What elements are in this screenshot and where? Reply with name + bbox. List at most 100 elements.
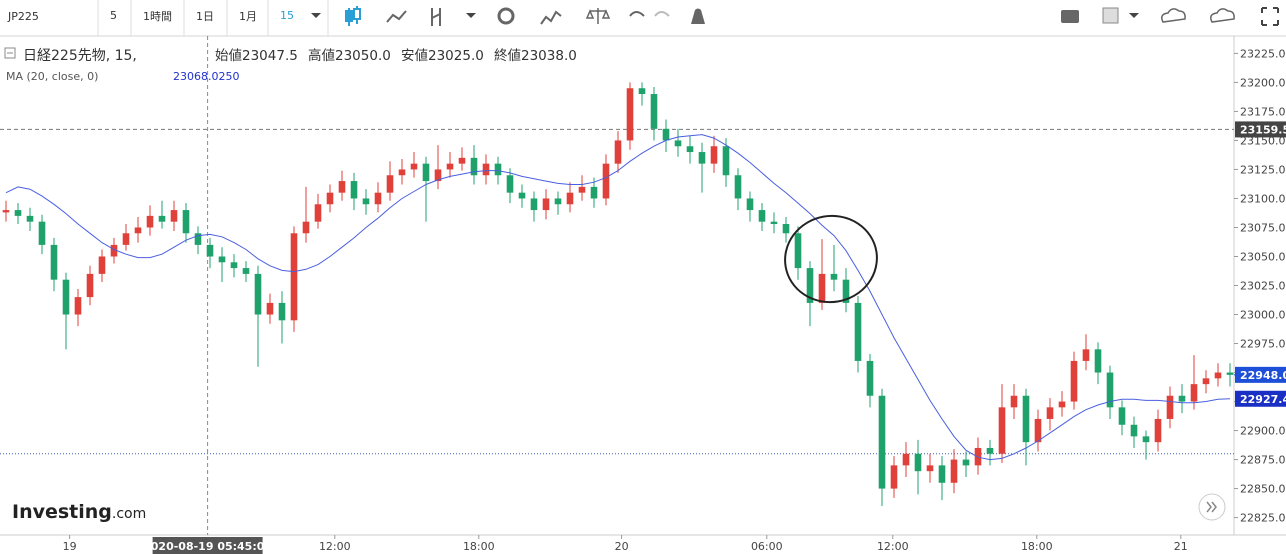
candle-body — [698, 152, 706, 164]
candle-body — [842, 279, 850, 303]
candle-body — [770, 221, 778, 224]
candle-body — [878, 395, 886, 489]
scale-icon[interactable] — [585, 8, 611, 24]
candle-body — [314, 204, 322, 222]
y-tick-label: 23025.0 — [1240, 280, 1286, 293]
candle-body — [446, 163, 454, 170]
candle-body — [794, 233, 802, 269]
interval-button[interactable]: 1日 — [196, 10, 214, 23]
candle-body — [386, 175, 394, 193]
candle-body — [662, 128, 670, 141]
y-tick-label: 22900.0 — [1240, 425, 1286, 438]
candle-body — [1046, 407, 1054, 419]
candle-body — [158, 215, 166, 222]
settings-icon[interactable] — [497, 7, 515, 25]
candle-body — [422, 163, 430, 182]
dropdown-arrow[interactable] — [1129, 13, 1139, 18]
candle-body — [830, 273, 838, 280]
candle-body — [206, 244, 214, 257]
candle-body — [1118, 407, 1126, 425]
cloud-upload-icon[interactable] — [1210, 8, 1235, 23]
dropdown-arrow[interactable] — [466, 13, 476, 18]
hand-drawn-circle — [784, 214, 878, 304]
instrument-label: 日経225先物, 15, — [23, 48, 137, 64]
crosshair-box — [152, 537, 263, 554]
candle-icon[interactable] — [345, 6, 361, 26]
candle-body — [626, 88, 634, 141]
cloud-download-icon[interactable] — [1161, 8, 1186, 23]
redo-icon[interactable] — [654, 11, 670, 17]
candle-body — [494, 163, 502, 176]
candle-body — [902, 453, 910, 466]
candle-body — [266, 302, 274, 315]
candle-body — [1082, 349, 1090, 361]
candle-body — [2, 210, 10, 213]
scroll-arrow — [1206, 501, 1217, 513]
candle-body — [302, 221, 310, 234]
toolbar — [0, 0, 1286, 36]
candle-body — [326, 192, 334, 205]
candle-body — [182, 210, 190, 234]
x-tick-label: 19 — [63, 540, 77, 553]
x-tick-label: 21 — [1174, 540, 1188, 553]
candle-body — [410, 163, 418, 170]
candle-body — [38, 221, 46, 245]
ma-last-label: 22927.4 — [1240, 393, 1286, 406]
dashed-level-label: 23159.5 — [1240, 123, 1286, 136]
candle-body — [782, 223, 790, 234]
ohlc-close: 終値23038.0 — [494, 48, 577, 64]
candle-body — [458, 157, 466, 164]
candle-body — [998, 407, 1006, 454]
symbol[interactable]: JP225 — [7, 10, 39, 23]
ohlc-open: 始値23047.5 — [215, 48, 298, 64]
candle-body — [482, 163, 490, 176]
ma-label: MA (20, close, 0) — [6, 70, 98, 83]
candle-body — [602, 163, 610, 199]
candle-body — [1070, 360, 1078, 402]
camera-icon[interactable] — [1061, 10, 1079, 23]
scroll-button[interactable] — [1198, 493, 1226, 521]
candle-body — [1190, 384, 1198, 402]
last-price-box — [1235, 366, 1286, 383]
candle-body — [398, 169, 406, 176]
alert-icon[interactable] — [691, 8, 705, 25]
indicator-icon[interactable] — [431, 8, 441, 26]
candle-body — [14, 210, 22, 216]
interval-button[interactable]: 5 — [110, 9, 117, 22]
candle-body — [986, 447, 994, 454]
candle-body — [74, 297, 82, 315]
candle-body — [1154, 418, 1162, 443]
line-icon[interactable] — [386, 10, 407, 23]
compare-icon[interactable] — [540, 10, 562, 25]
color-box[interactable] — [1102, 7, 1119, 24]
candle-body — [1010, 395, 1018, 408]
x-tick-label: 20 — [615, 540, 629, 553]
interval-button[interactable]: 1月 — [239, 10, 257, 23]
candle-body — [218, 256, 226, 263]
candle-body — [26, 215, 34, 222]
undo-icon[interactable] — [629, 11, 645, 17]
y-tick-label: 22975.0 — [1240, 338, 1286, 351]
ma-line — [5, 134, 1231, 461]
candle-body — [554, 198, 562, 205]
candle-body — [1178, 395, 1186, 402]
candle-body — [1094, 349, 1102, 373]
x-tick-label: 18:00 — [1021, 540, 1053, 553]
candle-body — [866, 360, 874, 396]
dropdown-arrow[interactable] — [311, 13, 321, 18]
candle-body — [962, 459, 970, 466]
x-tick-label: 18:00 — [463, 540, 495, 553]
candle-body — [146, 215, 154, 228]
interval-button[interactable]: 1時間 — [143, 10, 172, 23]
candle-body — [590, 186, 598, 199]
ohlc-low: 安値23025.0 — [401, 48, 484, 64]
candle-body — [230, 262, 238, 269]
ma-last-box — [1235, 390, 1286, 407]
candle-body — [62, 279, 70, 315]
fullscreen-icon[interactable] — [1261, 7, 1279, 26]
interval-button[interactable]: 15 — [280, 9, 294, 22]
candle-body — [734, 175, 742, 199]
collapse-icon[interactable] — [4, 47, 16, 59]
candle-body — [686, 146, 694, 153]
